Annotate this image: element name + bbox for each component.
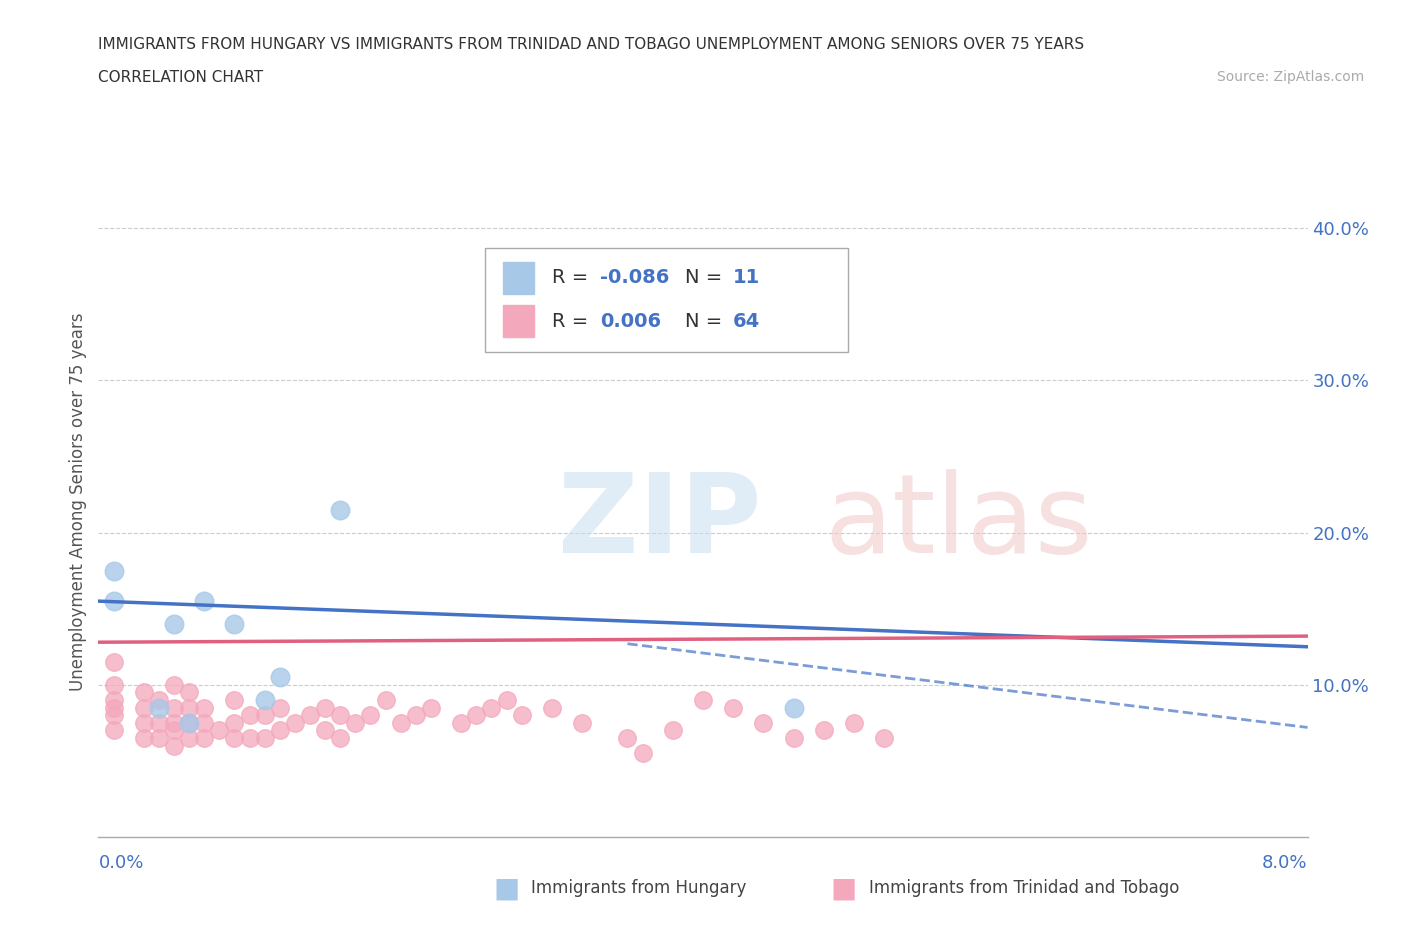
Point	[132, 685, 155, 700]
Text: N =: N =	[685, 312, 728, 331]
Point	[224, 731, 246, 746]
Text: 11: 11	[734, 269, 761, 287]
Point	[163, 723, 186, 737]
Point	[723, 700, 745, 715]
Point	[616, 731, 638, 746]
Point	[314, 700, 336, 715]
Point	[239, 708, 262, 723]
Point	[179, 700, 201, 715]
Bar	[503, 262, 534, 294]
Point	[179, 715, 201, 730]
Point	[329, 502, 352, 517]
Text: -0.086: -0.086	[600, 269, 669, 287]
Text: 0.0%: 0.0%	[98, 854, 143, 871]
Point	[208, 723, 231, 737]
Point	[103, 593, 125, 608]
Text: 8.0%: 8.0%	[1263, 854, 1308, 871]
Point	[103, 655, 125, 670]
Point	[253, 708, 276, 723]
Point	[571, 715, 593, 730]
Text: Immigrants from Hungary: Immigrants from Hungary	[531, 879, 747, 897]
Y-axis label: Unemployment Among Seniors over 75 years: Unemployment Among Seniors over 75 years	[69, 313, 87, 691]
Point	[752, 715, 775, 730]
Point	[103, 723, 125, 737]
Point	[103, 564, 125, 578]
Point	[132, 700, 155, 715]
Point	[269, 670, 291, 684]
Point	[419, 700, 441, 715]
Point	[103, 708, 125, 723]
Text: ■: ■	[831, 874, 856, 902]
Point	[479, 700, 503, 715]
Text: ZIP: ZIP	[558, 469, 761, 576]
Text: ■: ■	[494, 874, 519, 902]
Point	[193, 700, 215, 715]
Point	[450, 715, 472, 730]
Point	[193, 731, 215, 746]
Point	[224, 715, 246, 730]
Point	[253, 731, 276, 746]
Point	[163, 700, 186, 715]
Bar	[503, 305, 534, 338]
Text: Source: ZipAtlas.com: Source: ZipAtlas.com	[1216, 70, 1364, 84]
FancyBboxPatch shape	[485, 247, 848, 352]
Point	[163, 715, 186, 730]
Point	[132, 731, 155, 746]
Point	[405, 708, 427, 723]
Point	[103, 677, 125, 692]
Point	[269, 700, 291, 715]
Point	[239, 731, 262, 746]
Point	[692, 693, 714, 708]
Point	[389, 715, 412, 730]
Point	[284, 715, 307, 730]
Point	[661, 723, 683, 737]
Point	[844, 715, 866, 730]
Text: N =: N =	[685, 269, 728, 287]
Point	[163, 738, 186, 753]
Point	[495, 693, 517, 708]
Point	[148, 715, 170, 730]
Point	[631, 746, 654, 761]
Point	[179, 715, 201, 730]
Point	[148, 693, 170, 708]
Point	[103, 693, 125, 708]
Point	[193, 715, 215, 730]
Point	[179, 685, 201, 700]
Point	[813, 723, 835, 737]
Point	[329, 708, 352, 723]
Point	[329, 731, 352, 746]
Point	[782, 700, 804, 715]
Point	[465, 708, 488, 723]
Text: atlas: atlas	[824, 469, 1092, 576]
Point	[224, 617, 246, 631]
Text: R =: R =	[551, 312, 595, 331]
Point	[359, 708, 381, 723]
Point	[344, 715, 367, 730]
Point	[314, 723, 336, 737]
Point	[253, 693, 276, 708]
Point	[163, 617, 186, 631]
Point	[510, 708, 533, 723]
Text: IMMIGRANTS FROM HUNGARY VS IMMIGRANTS FROM TRINIDAD AND TOBAGO UNEMPLOYMENT AMON: IMMIGRANTS FROM HUNGARY VS IMMIGRANTS FR…	[98, 37, 1084, 52]
Text: 64: 64	[734, 312, 761, 331]
Point	[782, 731, 804, 746]
Text: 0.006: 0.006	[600, 312, 661, 331]
Point	[540, 700, 562, 715]
Point	[103, 700, 125, 715]
Point	[179, 731, 201, 746]
Text: CORRELATION CHART: CORRELATION CHART	[98, 70, 263, 85]
Point	[269, 723, 291, 737]
Point	[224, 693, 246, 708]
Text: Immigrants from Trinidad and Tobago: Immigrants from Trinidad and Tobago	[869, 879, 1180, 897]
Point	[163, 677, 186, 692]
Point	[193, 593, 215, 608]
Point	[148, 731, 170, 746]
Point	[374, 693, 396, 708]
Point	[299, 708, 322, 723]
Point	[873, 731, 896, 746]
Text: R =: R =	[551, 269, 595, 287]
Point	[132, 715, 155, 730]
Point	[148, 700, 170, 715]
